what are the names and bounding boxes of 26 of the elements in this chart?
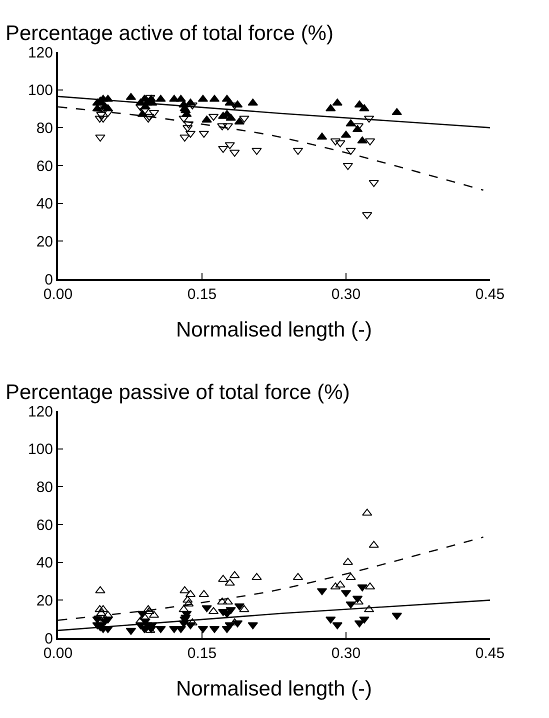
- chart-title: Percentage passive of total force (%): [5, 380, 350, 404]
- y-tick-label: 20: [36, 592, 53, 610]
- y-tick-label: 100: [28, 441, 53, 458]
- y-tick-label: 40: [36, 554, 53, 572]
- x-axis-title: Normalised length (-): [176, 318, 372, 342]
- y-tick-label: 100: [28, 82, 53, 100]
- y-tick-label: 120: [28, 403, 53, 420]
- y-tick-label: 80: [36, 120, 53, 137]
- x-tick-label: 0.15: [187, 645, 217, 662]
- y-tick-label: 0: [44, 271, 53, 288]
- x-tick-label: 0.45: [475, 286, 505, 303]
- x-tick-label: 0.30: [331, 645, 361, 662]
- x-axis-title: Normalised length (-): [176, 678, 372, 701]
- y-tick-label: 120: [28, 44, 53, 62]
- x-tick-label: 0.00: [43, 286, 73, 303]
- x-tick-label: 0.15: [187, 286, 217, 303]
- y-tick-label: 60: [36, 516, 53, 534]
- y-tick-label: 80: [36, 478, 53, 496]
- x-tick-label: 0.45: [475, 645, 505, 662]
- y-tick-label: 0: [44, 630, 53, 648]
- x-tick-label: 0.00: [43, 645, 73, 662]
- chart-title: Percentage active of total force (%): [5, 22, 334, 45]
- x-tick-label: 0.30: [331, 286, 361, 303]
- y-tick-label: 60: [36, 158, 53, 175]
- y-tick-label: 40: [36, 196, 53, 213]
- y-tick-label: 20: [36, 233, 53, 250]
